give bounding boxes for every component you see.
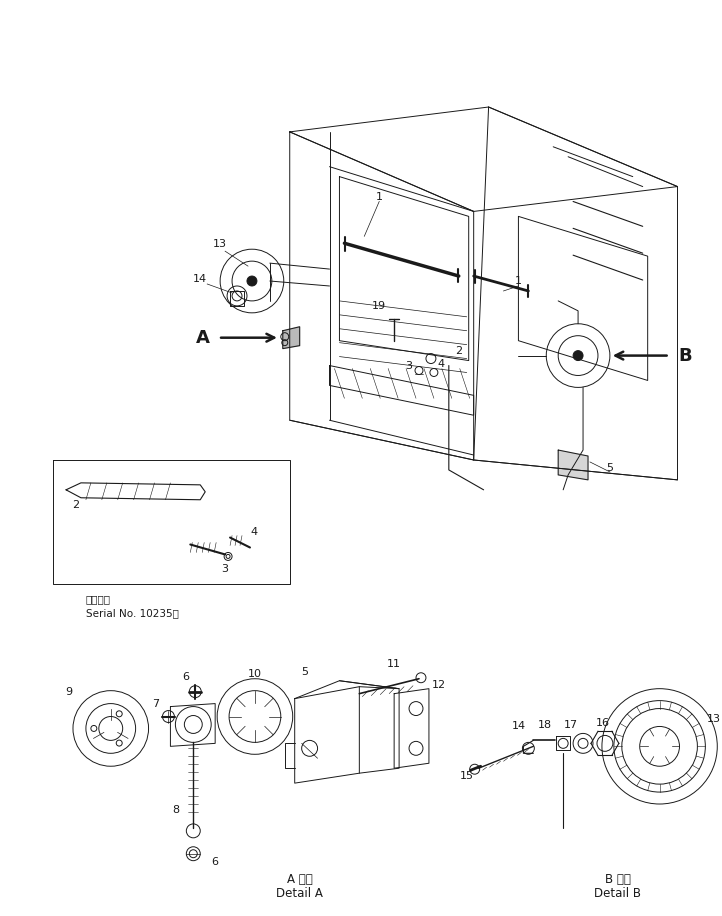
Text: 4: 4 — [251, 527, 258, 537]
Circle shape — [247, 276, 257, 286]
Text: 14: 14 — [511, 722, 526, 732]
Text: 8: 8 — [172, 805, 179, 815]
Text: 2: 2 — [455, 345, 462, 355]
Text: 1: 1 — [515, 276, 522, 286]
Text: A 詳細: A 詳細 — [287, 873, 313, 886]
Text: 11: 11 — [387, 659, 401, 669]
Text: B: B — [679, 346, 692, 365]
Text: 6: 6 — [182, 671, 189, 682]
Text: Serial No. 10235～: Serial No. 10235～ — [86, 608, 179, 618]
Circle shape — [573, 351, 583, 361]
Text: 4: 4 — [438, 358, 445, 368]
Text: A: A — [196, 329, 210, 346]
Text: 14: 14 — [193, 274, 207, 284]
Text: 5: 5 — [301, 667, 308, 677]
Text: 12: 12 — [432, 680, 446, 690]
Text: 2: 2 — [72, 500, 79, 509]
Text: Detail A: Detail A — [277, 887, 323, 900]
Text: 10: 10 — [248, 669, 262, 679]
Text: 16: 16 — [596, 718, 610, 728]
Text: 6: 6 — [212, 856, 219, 867]
Text: 18: 18 — [538, 721, 552, 730]
Text: 5: 5 — [606, 463, 614, 473]
Text: 9: 9 — [66, 687, 73, 697]
Text: B 詳細: B 詳細 — [605, 873, 631, 886]
Text: 13: 13 — [213, 239, 227, 249]
Text: 適用号機: 適用号機 — [86, 594, 111, 605]
Polygon shape — [558, 450, 588, 480]
Text: 15: 15 — [460, 771, 474, 781]
Text: 17: 17 — [564, 721, 578, 730]
Text: Detail B: Detail B — [594, 887, 641, 900]
Text: 1: 1 — [375, 191, 383, 202]
Text: 3: 3 — [222, 564, 229, 574]
Text: 3: 3 — [406, 361, 412, 371]
Text: 19: 19 — [372, 300, 386, 311]
Polygon shape — [283, 327, 300, 349]
Text: 7: 7 — [152, 699, 159, 709]
Text: 13: 13 — [708, 714, 721, 724]
